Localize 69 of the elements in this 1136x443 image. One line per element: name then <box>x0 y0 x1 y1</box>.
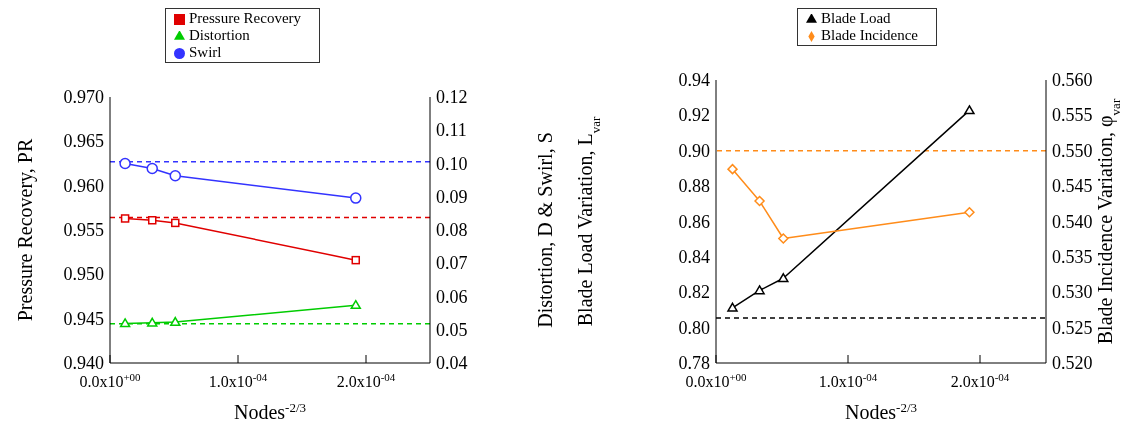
y-axis-title: Pressure Recovery, PR <box>14 138 37 322</box>
legend-label: Swirl <box>189 44 222 60</box>
x-axis-title: Nodes$^{-2/3}$ <box>233 399 307 423</box>
x-tick-label: 1.0x10$^{-04}$ <box>818 371 878 390</box>
y2-tick-label: 0.535 <box>1052 246 1093 267</box>
legend-label: Distortion <box>189 27 250 43</box>
y2-tick-label: 0.10 <box>436 153 468 174</box>
point <box>727 163 738 175</box>
point <box>350 192 362 204</box>
y2-tick-label: 0.09 <box>436 186 468 207</box>
y-tick-label: 0.88 <box>678 176 710 197</box>
point <box>754 285 765 295</box>
point <box>170 316 181 326</box>
y-tick-label: 0.94 <box>678 70 710 90</box>
point <box>778 233 789 244</box>
point <box>171 218 180 228</box>
y-tick-label: 0.78 <box>678 353 710 373</box>
y2-tick-label: 0.545 <box>1052 176 1093 197</box>
y-tick-label: 0.82 <box>678 282 710 303</box>
x-tick-label: 0.0x10$^{+00}$ <box>685 371 748 390</box>
y2-tick-label: 0.560 <box>1052 70 1093 90</box>
legend-label: Blade Incidence <box>821 27 919 43</box>
point <box>119 318 131 328</box>
point <box>120 214 130 223</box>
y2-tick-label: 0.530 <box>1052 282 1093 303</box>
y2-tick-label: 0.06 <box>436 286 468 307</box>
y-tick-label: 0.950 <box>63 264 104 285</box>
point <box>964 207 975 218</box>
y2-tick-label: 0.555 <box>1052 105 1093 126</box>
y2-tick-label: 0.520 <box>1052 353 1093 373</box>
point <box>964 105 975 115</box>
y-tick-label: 0.965 <box>63 131 104 152</box>
legend-label: Blade Load <box>821 10 891 26</box>
point <box>169 170 182 182</box>
y2-tick-label: 0.11 <box>436 120 467 141</box>
y-tick-label: 0.86 <box>678 211 710 232</box>
y2-axis-title: Distortion, D & Swirl, S <box>534 132 556 328</box>
y2-tick-label: 0.12 <box>436 87 468 107</box>
y-tick-label: 0.945 <box>63 308 104 329</box>
point <box>727 302 738 312</box>
y2-tick-label: 0.08 <box>436 220 468 240</box>
point <box>147 216 157 225</box>
x-axis-title: Nodes$^{-2/3}$ <box>844 399 918 423</box>
point <box>778 273 789 283</box>
x-tick-label: 1.0x10$^{-04}$ <box>208 371 268 390</box>
y-tick-label: 0.90 <box>678 140 710 161</box>
point <box>146 162 158 175</box>
y2-tick-label: 0.05 <box>436 319 468 340</box>
point <box>146 317 158 327</box>
point <box>754 195 765 207</box>
y2-tick-label: 0.540 <box>1052 211 1093 232</box>
y-tick-label: 0.84 <box>678 246 710 267</box>
point <box>350 299 362 310</box>
point <box>351 255 361 265</box>
x-tick-label: 2.0x10$^{-04}$ <box>950 371 1010 390</box>
y2-tick-label: 0.525 <box>1052 317 1093 338</box>
x-tick-label: 2.0x10$^{-04}$ <box>336 371 396 390</box>
y-tick-label: 0.940 <box>63 353 104 373</box>
y-tick-label: 0.970 <box>63 87 104 107</box>
x-tick-label: 0.0x10$^{+00}$ <box>79 371 142 390</box>
y2-tick-label: 0.550 <box>1052 140 1093 161</box>
y2-tick-label: 0.04 <box>436 353 468 373</box>
y-tick-label: 0.80 <box>678 317 710 338</box>
y2-tick-label: 0.07 <box>436 253 468 274</box>
y-tick-label: 0.960 <box>63 175 104 196</box>
legend-label: Pressure Recovery <box>189 10 302 26</box>
y-tick-label: 0.92 <box>678 105 710 126</box>
point <box>119 157 131 170</box>
y-tick-label: 0.955 <box>63 220 104 240</box>
